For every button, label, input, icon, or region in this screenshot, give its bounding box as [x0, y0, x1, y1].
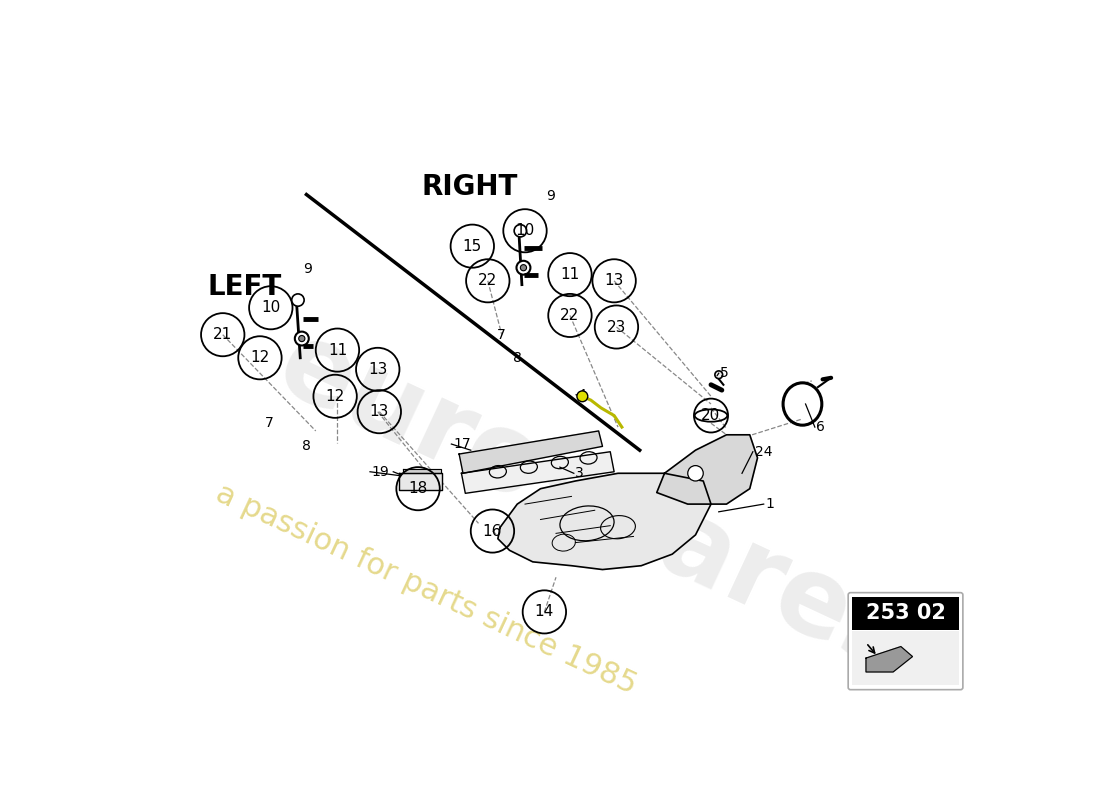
Text: 13: 13 — [370, 404, 389, 419]
Text: 1: 1 — [766, 497, 774, 511]
Text: 13: 13 — [604, 274, 624, 288]
Text: 12: 12 — [326, 389, 344, 404]
Text: 16: 16 — [483, 523, 502, 538]
Text: 20: 20 — [702, 408, 721, 423]
Polygon shape — [657, 435, 758, 504]
Circle shape — [688, 466, 703, 481]
Text: a passion for parts since 1985: a passion for parts since 1985 — [211, 478, 641, 699]
Text: 7: 7 — [265, 416, 274, 430]
Ellipse shape — [715, 371, 723, 378]
Text: 6: 6 — [816, 420, 825, 434]
Text: 11: 11 — [560, 267, 580, 282]
Text: 19: 19 — [372, 465, 389, 478]
FancyBboxPatch shape — [852, 597, 959, 630]
Polygon shape — [403, 469, 440, 474]
Text: 11: 11 — [328, 342, 348, 358]
Circle shape — [292, 294, 304, 306]
Text: 22: 22 — [560, 308, 580, 323]
Polygon shape — [399, 474, 442, 490]
Circle shape — [514, 225, 527, 237]
Text: 21: 21 — [213, 327, 232, 342]
Text: 8: 8 — [513, 350, 521, 365]
Text: 9: 9 — [546, 189, 556, 203]
Circle shape — [517, 261, 530, 274]
Text: 24: 24 — [756, 445, 772, 458]
Circle shape — [295, 332, 309, 346]
Text: 253 02: 253 02 — [866, 603, 946, 623]
Text: 15: 15 — [463, 238, 482, 254]
Text: 10: 10 — [516, 223, 535, 238]
Text: 22: 22 — [478, 274, 497, 288]
Circle shape — [299, 335, 305, 342]
Polygon shape — [866, 646, 913, 672]
Text: 12: 12 — [251, 350, 270, 366]
Polygon shape — [498, 474, 711, 570]
Circle shape — [520, 265, 527, 270]
Text: 13: 13 — [368, 362, 387, 377]
Text: 23: 23 — [607, 319, 626, 334]
Text: LEFT: LEFT — [207, 273, 282, 301]
Text: 4: 4 — [578, 388, 586, 402]
Text: 7: 7 — [497, 328, 506, 342]
Text: 18: 18 — [408, 481, 428, 496]
Text: eurospares: eurospares — [262, 311, 927, 697]
Text: 8: 8 — [302, 439, 311, 454]
Text: 5: 5 — [720, 366, 729, 380]
Text: 10: 10 — [261, 300, 280, 315]
Text: 17: 17 — [453, 437, 471, 451]
Text: 3: 3 — [575, 466, 584, 480]
Polygon shape — [459, 431, 603, 474]
Text: RIGHT: RIGHT — [421, 173, 517, 201]
Polygon shape — [462, 452, 614, 494]
Text: 14: 14 — [535, 605, 554, 619]
FancyBboxPatch shape — [848, 593, 962, 690]
Circle shape — [576, 391, 587, 402]
FancyBboxPatch shape — [852, 631, 959, 685]
Text: 9: 9 — [304, 262, 312, 276]
